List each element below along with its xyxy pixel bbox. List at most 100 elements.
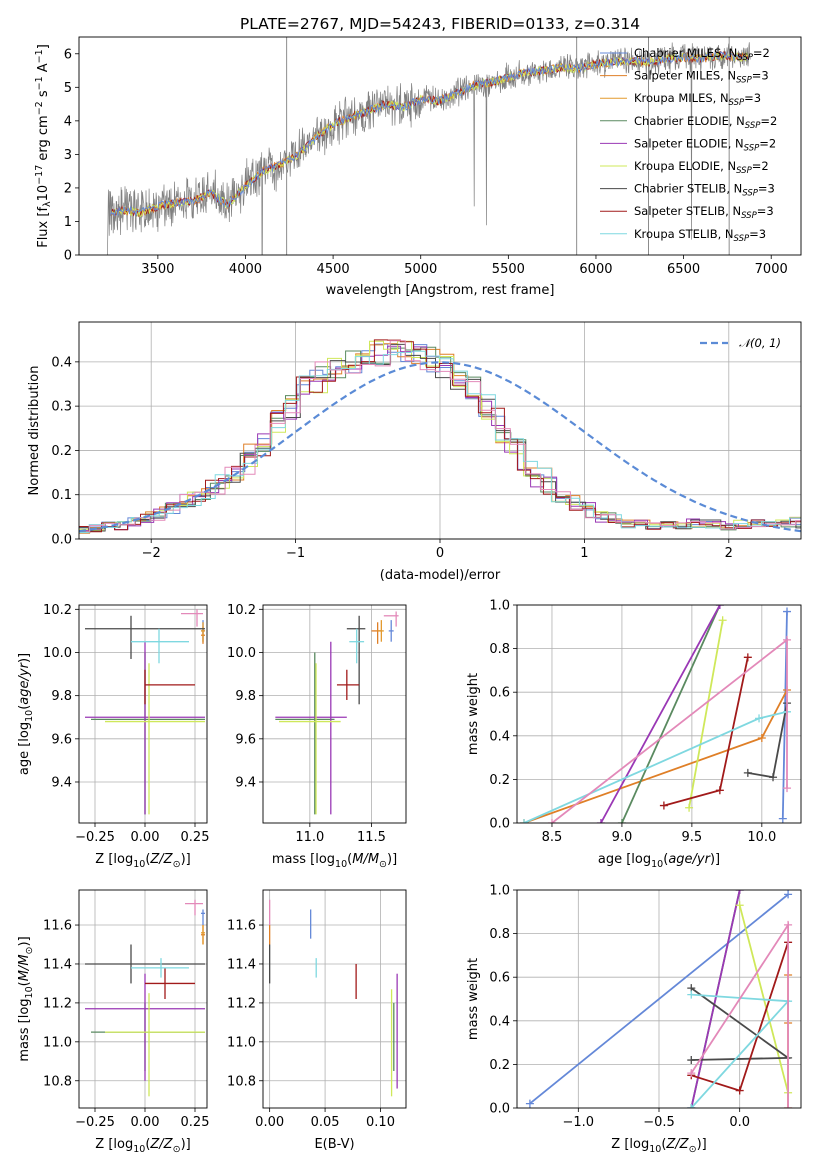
x-tick-label: 0.10 (366, 1115, 395, 1130)
weight-line (600, 605, 721, 823)
gaussian-curve (79, 361, 801, 533)
weight-line (551, 638, 788, 823)
y-tick-label: 1.0 (489, 884, 510, 899)
label-part: erg cm (36, 115, 51, 164)
y-tick-label: 10.0 (227, 646, 256, 661)
y-tick-label: 0.2 (489, 1058, 510, 1073)
label-part: s (36, 90, 51, 101)
y-tick-label: 11.0 (43, 1035, 72, 1050)
weight-marker (783, 607, 792, 616)
label-sub: ⊙ (173, 1144, 181, 1155)
legend-part: =2 (752, 159, 769, 173)
label-sub: 10 (651, 859, 663, 870)
label-part: age [log (598, 852, 651, 867)
legend-sub: SSP (742, 189, 758, 199)
x-tick-label: 0.00 (131, 830, 160, 845)
y-tick-label: 11.2 (43, 996, 72, 1011)
label-part: ( (661, 1137, 666, 1152)
legend-sub: SSP (741, 211, 757, 221)
mass_vs_ebv-axes: 0.00 0.05 0.10 10.8 11.0 11.2 11.4 11.6 (227, 890, 406, 1130)
x-tick-label: 0.25 (181, 830, 210, 845)
x-tick-label: 11.5 (357, 830, 386, 845)
label-part: )] (697, 1137, 707, 1152)
y-tick-label: 5 (64, 81, 72, 96)
weight-line (690, 890, 741, 1108)
spectrum-frame (78, 36, 802, 256)
label-part: −1 (34, 76, 45, 90)
legend-part: =3 (752, 69, 769, 83)
y-tick-label: 9.6 (235, 732, 256, 747)
y-tick-label: 0.8 (489, 927, 510, 942)
weight-marker (685, 803, 694, 812)
legend-part: Kroupa MILES, N (634, 91, 729, 105)
y-tick-label: 11.0 (227, 1035, 256, 1050)
x-tick-label: −0.5 (643, 1115, 675, 1130)
x-tick-label: 4500 (317, 262, 350, 277)
label-part: M/M (352, 852, 379, 867)
y-tick-label: 0.0 (489, 817, 510, 832)
label-part: ( (17, 705, 32, 710)
x-tick-label: 9.0 (612, 830, 633, 845)
plot-layer: 3500 4000 4500 5000 5500 6000 6500 7000 0 1 2 3 4 5 6 w… (17, 36, 802, 1155)
weight-marker (735, 1086, 744, 1095)
y-tick-label: 6 (64, 47, 72, 62)
legend-part: =3 (757, 204, 774, 218)
label-sub: 10 (24, 710, 35, 722)
legend-part: =3 (749, 227, 766, 241)
x-tick-label: 3500 (141, 262, 174, 277)
y-tick-label: 10.8 (227, 1074, 256, 1089)
weight-marker (735, 890, 744, 894)
x-axis-label: age [log10(age/yr)] (598, 852, 720, 870)
label-part: −17 (34, 165, 45, 185)
label-part: A (36, 63, 51, 76)
y-tick-label: 10.8 (43, 1074, 72, 1089)
weight-line (621, 605, 721, 823)
x-tick-label: −1.0 (563, 1115, 595, 1130)
weight-marker (718, 616, 727, 625)
histogram-series (79, 343, 801, 539)
y-axis-label: age [log10(age/yr)] (17, 653, 35, 775)
mass_weight_vs_Z-series (525, 890, 793, 1108)
legend-sub: SSP (744, 143, 760, 153)
histogram-series (79, 350, 801, 539)
y-tick-label: 1.0 (489, 599, 510, 614)
weight-marker (784, 920, 793, 929)
legend-sub: SSP (745, 121, 761, 131)
weight-marker (687, 1104, 696, 1108)
y-tick-label: 2 (64, 181, 72, 196)
legend-label: Chabrier STELIB, NSSP=3 (634, 182, 775, 199)
weight-marker (755, 714, 764, 723)
legend-part: Chabrier ELODIE, N (634, 114, 745, 128)
x-tick-label: −2 (142, 546, 161, 561)
weight-line (523, 689, 788, 823)
y-tick-label: 0.2 (489, 773, 510, 788)
legend-part: Kroupa STELIB, N (634, 227, 734, 241)
legend-label: Chabrier ELODIE, NSSP=2 (634, 114, 777, 131)
label-sub: 10 (133, 1144, 145, 1155)
x-tick-label: 5500 (492, 262, 525, 277)
y-tick-label: 0.0 (51, 533, 72, 548)
histogram-series (79, 340, 801, 539)
weight-marker (778, 814, 787, 823)
label-sub: 10 (133, 859, 145, 870)
legend-part: =3 (744, 91, 761, 105)
weight-marker (519, 819, 528, 823)
label-part: ( (17, 981, 32, 986)
mass_weight_vs_Z-axes: −1.0 −0.5 0.0 0.0 0.2 0.4 0.6 0.8 1.0 (489, 884, 801, 1130)
legend-part: =2 (759, 136, 776, 150)
age_vs_mass-axes: 11.0 11.5 9.4 9.6 9.8 10.0 10.2 (227, 603, 406, 845)
x-axis-label: (data-model)/error (380, 568, 501, 583)
x-tick-label: 0.00 (131, 1115, 160, 1130)
y-tick-label: 9.8 (235, 689, 256, 704)
y-tick-label: 9.6 (51, 732, 72, 747)
label-part: age [log (17, 722, 32, 775)
age_vs_Z-frame (78, 604, 208, 824)
x-tick-label: 0 (436, 546, 444, 561)
x-tick-label: −1 (286, 546, 305, 561)
legend-part: Salpeter STELIB, N (634, 204, 741, 218)
histogram-series (79, 339, 801, 539)
y-axis-label: mass weight (466, 958, 481, 1040)
legend-label: Kroupa ELODIE, NSSP=2 (634, 159, 769, 176)
x-tick-label: 4000 (229, 262, 262, 277)
